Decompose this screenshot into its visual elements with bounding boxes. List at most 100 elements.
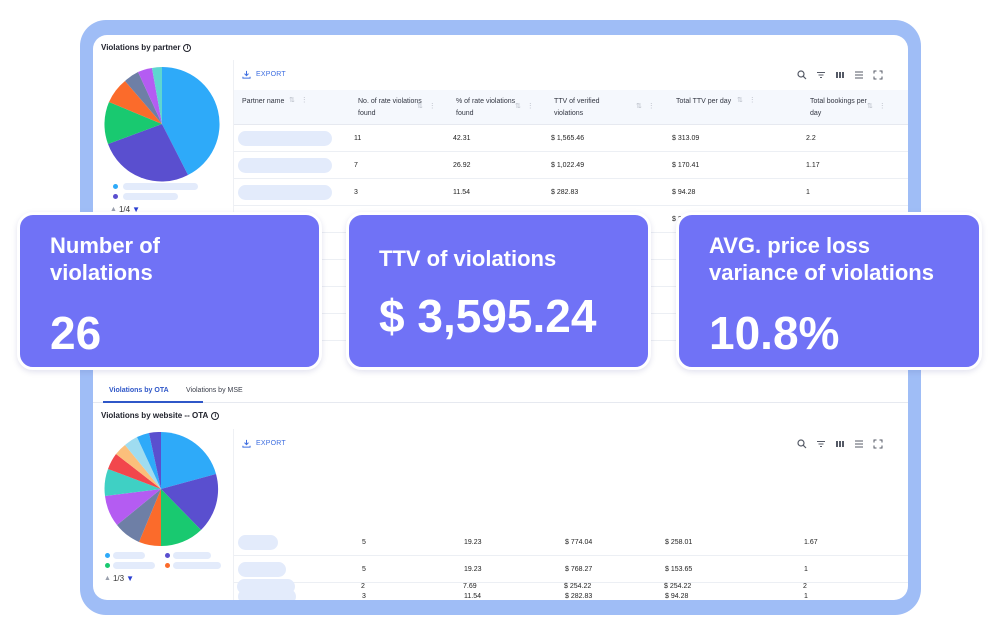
export-label: EXPORT xyxy=(256,71,286,78)
cell-violations: 5 xyxy=(362,566,366,573)
legend-label-placeholder xyxy=(123,183,198,190)
legend-label-placeholder xyxy=(113,562,155,569)
pager-up-arrow[interactable]: ▲ xyxy=(104,575,111,582)
cell-bookings: 2 xyxy=(803,583,807,590)
cell-percent: 19.23 xyxy=(464,539,482,546)
cell-violations: 7 xyxy=(354,162,358,169)
tab-bar: Violations by OTA Violations by MSE xyxy=(93,379,908,403)
cell-violations: 2 xyxy=(361,583,365,590)
cell-percent: 42.31 xyxy=(453,135,471,142)
info-icon[interactable]: i xyxy=(211,411,220,420)
cell-violations: 11 xyxy=(354,135,362,142)
fullscreen-icon[interactable] xyxy=(873,70,883,80)
cell-bookings: 1 xyxy=(804,593,808,600)
columns-icon[interactable] xyxy=(835,439,845,449)
search-icon[interactable] xyxy=(797,70,807,80)
legend-label-placeholder xyxy=(123,193,178,200)
pager-text: 1/3 xyxy=(112,574,125,583)
pie-slice xyxy=(104,102,162,144)
cell-violations: 5 xyxy=(362,539,366,546)
pager-text: 1/4 xyxy=(118,205,131,214)
legend-dot xyxy=(165,563,170,568)
kpi-card-number-of-violations: Number of violations 26 xyxy=(17,212,322,370)
search-icon[interactable] xyxy=(797,439,807,449)
cell-ttv-per-day: $ 170.41 xyxy=(672,162,700,169)
table-header: Partner name ⇅ ⋮ No. of rate violations … xyxy=(234,90,908,125)
table-row[interactable]: 11 42.31 $ 1,565.46 $ 313.09 2.2 xyxy=(234,125,908,152)
cell-violations: 3 xyxy=(354,189,358,196)
pager-up-arrow[interactable]: ▲ xyxy=(110,206,117,213)
cell-violations: 3 xyxy=(362,593,366,600)
cell-bookings: 2.2 xyxy=(806,135,816,142)
cell-ttv: $ 282.83 xyxy=(551,189,579,196)
tab-violations-by-mse[interactable]: Violations by MSE xyxy=(186,387,243,394)
column-tools[interactable]: ⇅ ⋮ xyxy=(636,103,657,110)
pie-slice xyxy=(149,432,161,489)
kpi-label: AVG. price loss variance of violations xyxy=(709,232,934,286)
column-header-partner-name[interactable]: Partner name xyxy=(242,98,285,105)
column-tools[interactable]: ⇅ ⋮ xyxy=(867,103,888,110)
pie-slice xyxy=(161,489,201,547)
table-row[interactable]: 7 26.92 $ 1,022.49 $ 170.41 1.17 xyxy=(234,152,908,179)
kpi-label: TTV of violations xyxy=(379,246,557,271)
kpi-value: 10.8% xyxy=(709,307,840,359)
column-header-violations-found[interactable]: No. of rate violations found xyxy=(358,98,422,117)
tab-violations-by-ota[interactable]: Violations by OTA xyxy=(109,387,169,394)
cell-ttv: $ 282.83 xyxy=(565,593,593,600)
pie-slice xyxy=(138,68,162,124)
export-button[interactable]: EXPORT xyxy=(242,439,286,448)
column-tools[interactable]: ⇅ ⋮ xyxy=(515,103,536,110)
cell-ttv-per-day: $ 94.28 xyxy=(665,593,689,600)
cell-percent: 11.54 xyxy=(453,189,470,196)
column-tools[interactable]: ⇅ ⋮ xyxy=(737,97,758,104)
column-tools[interactable]: ⇅ ⋮ xyxy=(289,97,310,104)
website-name-placeholder xyxy=(237,579,295,594)
table-row[interactable]: 5 19.23 $ 774.04 $ 258.01 1.67 xyxy=(234,529,908,556)
legend-label-placeholder xyxy=(113,552,145,559)
column-header-bookings-per-day[interactable]: Total bookings per day xyxy=(810,98,867,117)
download-icon xyxy=(242,70,251,79)
fullscreen-icon[interactable] xyxy=(873,439,883,449)
panel-title-text: Violations by website -- OTA xyxy=(101,411,209,420)
pie-slice xyxy=(137,433,161,489)
website-name-placeholder xyxy=(238,562,286,577)
table-row[interactable]: 3 11.54 $ 282.83 $ 94.28 1 xyxy=(234,179,908,206)
table-row[interactable]: 3 11.54 $ 282.83 $ 94.28 1 xyxy=(234,583,908,600)
cell-ttv: $ 254.22 xyxy=(564,583,592,590)
kpi-value: 26 xyxy=(50,307,102,359)
pie-slice xyxy=(117,489,161,542)
website-table: EXPORT 5 19.23 $ 774.04 $ 258.01 1.67 5 … xyxy=(233,429,908,600)
column-header-total-ttv-per-day[interactable]: Total TTV per day xyxy=(676,98,732,105)
density-icon[interactable] xyxy=(854,70,864,80)
table-row-last[interactable]: 2 7.69 $ 254.22 $ 254.22 2 xyxy=(233,575,908,597)
column-header-ttv-verified[interactable]: TTV of verified violations xyxy=(554,98,600,117)
kpi-label: Number of violations xyxy=(50,232,160,286)
panel-title-partner: Violations by partner i xyxy=(101,43,192,52)
pager-down-arrow[interactable]: ▼ xyxy=(126,574,134,583)
legend-dot xyxy=(165,553,170,558)
legend-dot xyxy=(113,194,118,199)
panel-title-text: Violations by partner xyxy=(101,43,181,52)
pie-slice xyxy=(139,489,161,547)
table-row[interactable]: 5 19.23 $ 768.27 $ 153.65 1 xyxy=(234,556,908,583)
website-name-placeholder xyxy=(238,589,296,600)
info-icon[interactable]: i xyxy=(183,43,192,52)
cell-percent: 11.54 xyxy=(464,593,481,600)
partner-name-placeholder xyxy=(238,131,332,146)
export-button[interactable]: EXPORT xyxy=(242,70,286,79)
kpi-label-line: Number of xyxy=(50,233,160,258)
download-icon xyxy=(242,439,251,448)
export-label: EXPORT xyxy=(256,440,286,447)
pie-slice xyxy=(109,81,162,124)
pager-down-arrow[interactable]: ▼ xyxy=(132,205,140,214)
column-header-violations-percent[interactable]: % of rate violations found xyxy=(456,98,516,117)
filter-icon[interactable] xyxy=(816,439,826,449)
column-tools[interactable]: ⇅ ⋮ xyxy=(417,103,438,110)
pie-slice xyxy=(108,454,161,489)
filter-icon[interactable] xyxy=(816,70,826,80)
density-icon[interactable] xyxy=(854,439,864,449)
columns-icon[interactable] xyxy=(835,70,845,80)
cell-ttv: $ 768.27 xyxy=(565,566,593,573)
pie-slice xyxy=(162,66,220,176)
pie-slice xyxy=(104,469,161,496)
